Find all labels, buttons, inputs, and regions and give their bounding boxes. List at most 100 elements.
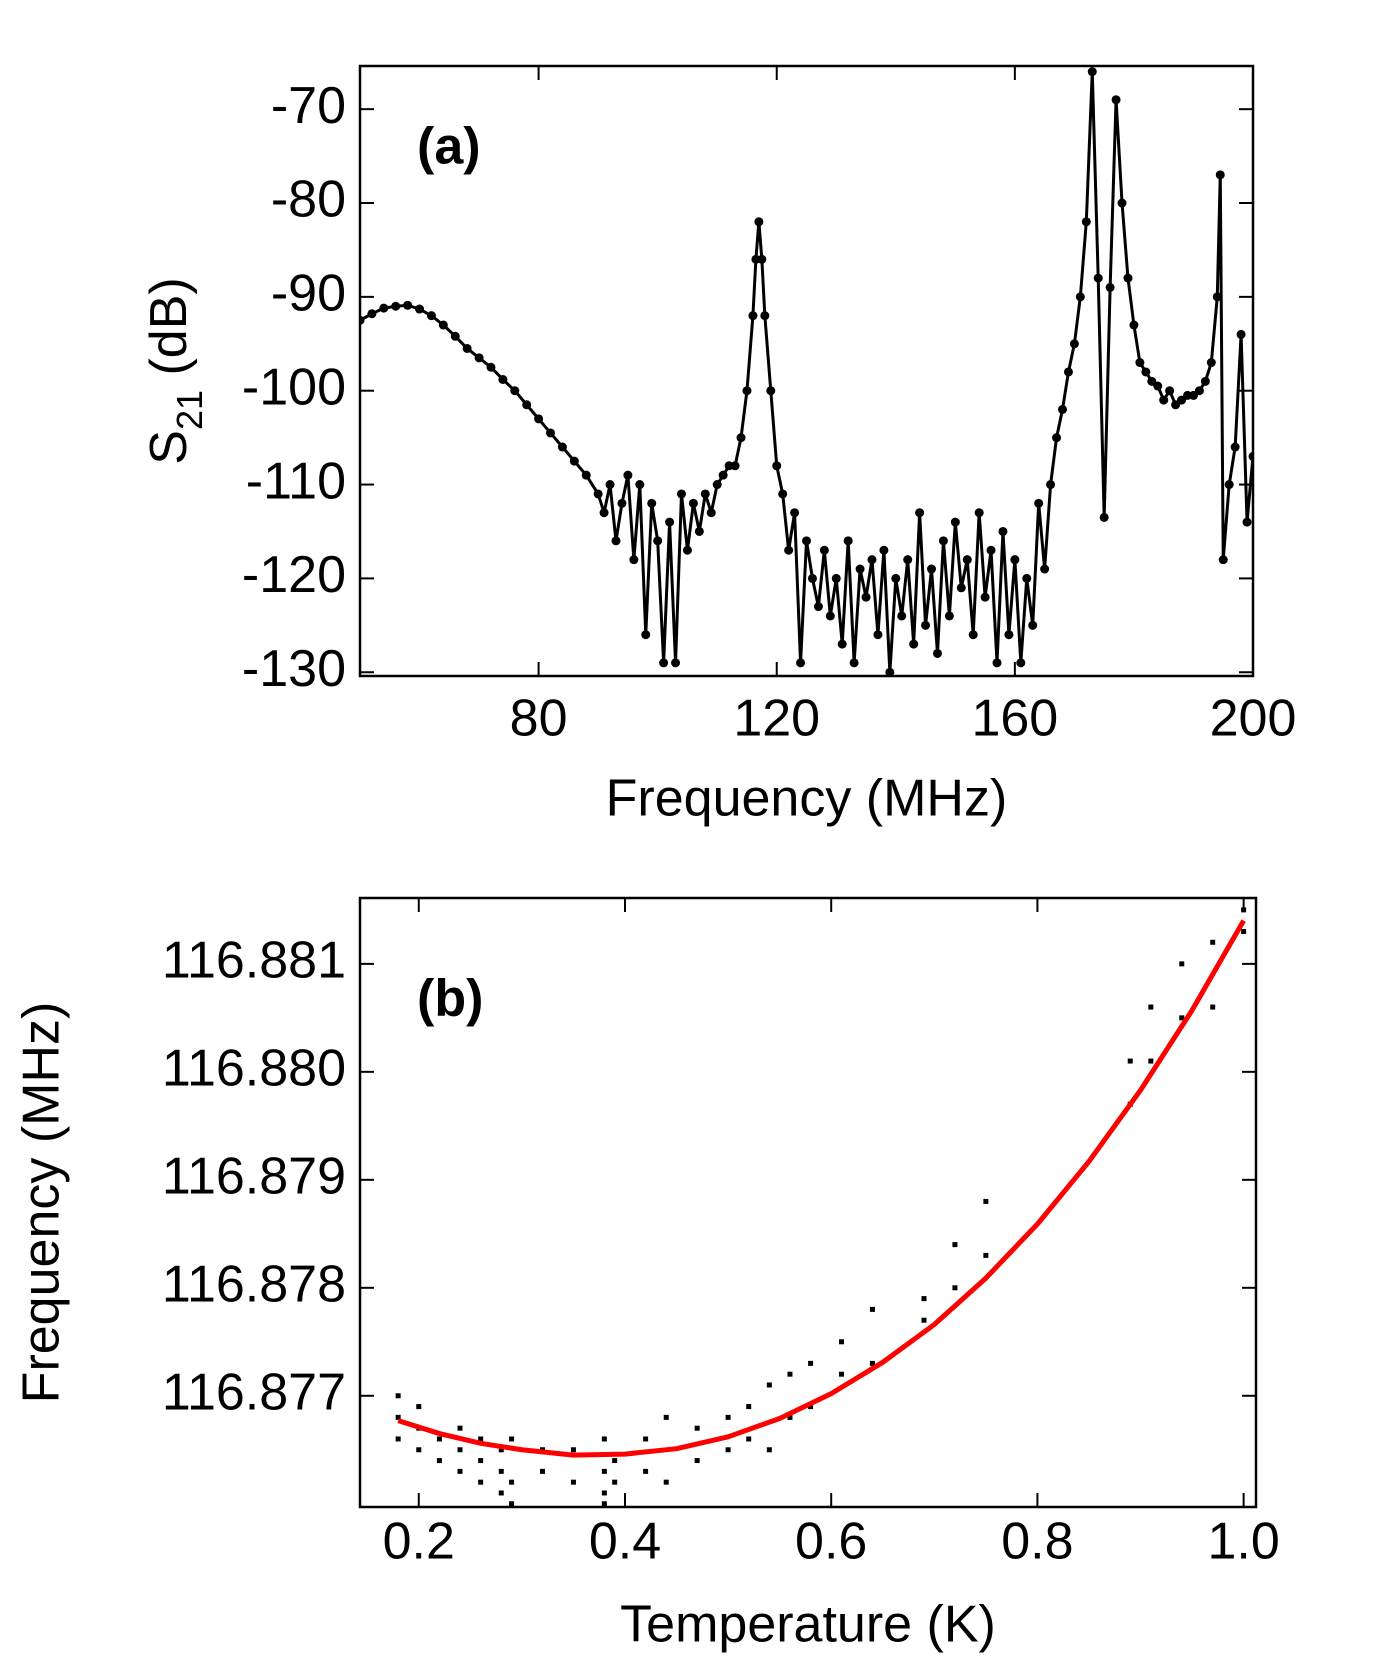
- data-point: [927, 564, 937, 574]
- data-point: [635, 480, 645, 490]
- data-point: [457, 1447, 463, 1453]
- data-point: [663, 1479, 669, 1485]
- data-point: [839, 1371, 845, 1377]
- data-point: [879, 545, 889, 555]
- data-point: [766, 386, 776, 396]
- data-point: [746, 1436, 752, 1442]
- data-point: [629, 555, 639, 565]
- data-point: [956, 583, 966, 593]
- data-point: [1141, 367, 1151, 377]
- data-point: [457, 1425, 463, 1431]
- data-point: [867, 555, 877, 565]
- data-point: [641, 630, 651, 640]
- data-point: [1236, 329, 1246, 339]
- panel-label: (a): [417, 118, 481, 176]
- data-point: [784, 545, 794, 555]
- data-point: [932, 648, 942, 658]
- data-point: [462, 343, 472, 353]
- data-point: [1218, 555, 1228, 565]
- x-tick-label: 1.0: [1207, 1513, 1279, 1571]
- x-tick-label: 120: [733, 690, 820, 748]
- data-point: [1087, 67, 1097, 77]
- data-point: [790, 508, 800, 518]
- data-point: [570, 1447, 576, 1453]
- data-point: [909, 639, 919, 649]
- data-point: [416, 1447, 422, 1453]
- data-point: [478, 1436, 484, 1442]
- data-point: [766, 1447, 772, 1453]
- y-axis-label: Frequency (MHz): [13, 1002, 71, 1404]
- data-point: [1063, 367, 1073, 377]
- data-point: [807, 573, 817, 583]
- data-point: [1022, 573, 1032, 583]
- data-point: [653, 536, 663, 546]
- data-point: [808, 1360, 814, 1366]
- data-point: [1153, 381, 1163, 391]
- y-tick-label: -90: [271, 265, 346, 323]
- data-point: [903, 555, 913, 565]
- data-point: [1093, 273, 1103, 283]
- y-tick-label: -70: [271, 77, 346, 135]
- y-tick-label: -80: [271, 171, 346, 229]
- data-point: [498, 1468, 504, 1474]
- data-point: [1179, 961, 1185, 967]
- data-point: [869, 1360, 875, 1366]
- data-point: [611, 536, 621, 546]
- data-point: [748, 311, 758, 321]
- y-tick-label: 116.878: [162, 1256, 346, 1314]
- data-point: [869, 1306, 875, 1312]
- data-point: [612, 1479, 618, 1485]
- data-point: [1206, 358, 1216, 368]
- y-tick-label: 116.877: [162, 1364, 346, 1422]
- y-tick-label: -120: [242, 546, 346, 604]
- data-point: [725, 1447, 731, 1453]
- data-point: [474, 353, 484, 363]
- x-tick-label: 200: [1210, 690, 1297, 748]
- data-point: [1129, 320, 1139, 330]
- data-point: [983, 1252, 989, 1258]
- data-point: [486, 362, 496, 372]
- data-point: [659, 658, 669, 668]
- data-point: [694, 1425, 700, 1431]
- data-point: [1241, 907, 1247, 913]
- data-point: [694, 526, 704, 536]
- data-point: [1241, 928, 1247, 934]
- data-point: [617, 498, 627, 508]
- y-tick-label: -110: [246, 452, 346, 510]
- data-point: [403, 300, 413, 310]
- data-point: [1215, 170, 1225, 180]
- data-point: [601, 1436, 607, 1442]
- x-axis-label: Temperature (K): [620, 1596, 996, 1654]
- data-point: [766, 1382, 772, 1388]
- plot-area: [395, 907, 1247, 1507]
- data-point: [395, 1436, 401, 1442]
- data-point: [746, 1404, 752, 1410]
- data-point: [808, 1404, 814, 1410]
- data-point: [663, 1414, 669, 1420]
- y-tick-label: -130: [242, 640, 346, 698]
- data-point: [1135, 358, 1145, 368]
- data-point: [831, 573, 841, 583]
- data-point: [457, 1468, 463, 1474]
- data-point: [546, 428, 556, 438]
- x-tick-label: 160: [971, 690, 1058, 748]
- data-point: [643, 1436, 649, 1442]
- x-tick-label: 0.8: [1001, 1513, 1073, 1571]
- data-point: [1016, 658, 1026, 668]
- data-point: [1004, 630, 1014, 640]
- data-point: [742, 386, 752, 396]
- data-point: [968, 630, 978, 640]
- data-point: [426, 311, 436, 321]
- data-point: [983, 1198, 989, 1204]
- data-point: [367, 309, 377, 319]
- data-point: [950, 517, 960, 527]
- data-point: [478, 1479, 484, 1485]
- data-point: [938, 536, 948, 546]
- data-point: [730, 461, 740, 471]
- data-point: [861, 592, 871, 602]
- data-point: [952, 1285, 958, 1291]
- panel: 80 120 160 200 -70 -80 -90 -100 -110 -120 -130 Freq…: [140, 64, 1297, 828]
- data-point: [436, 1458, 442, 1464]
- data-point: [1148, 1004, 1154, 1010]
- data-point: [1034, 498, 1044, 508]
